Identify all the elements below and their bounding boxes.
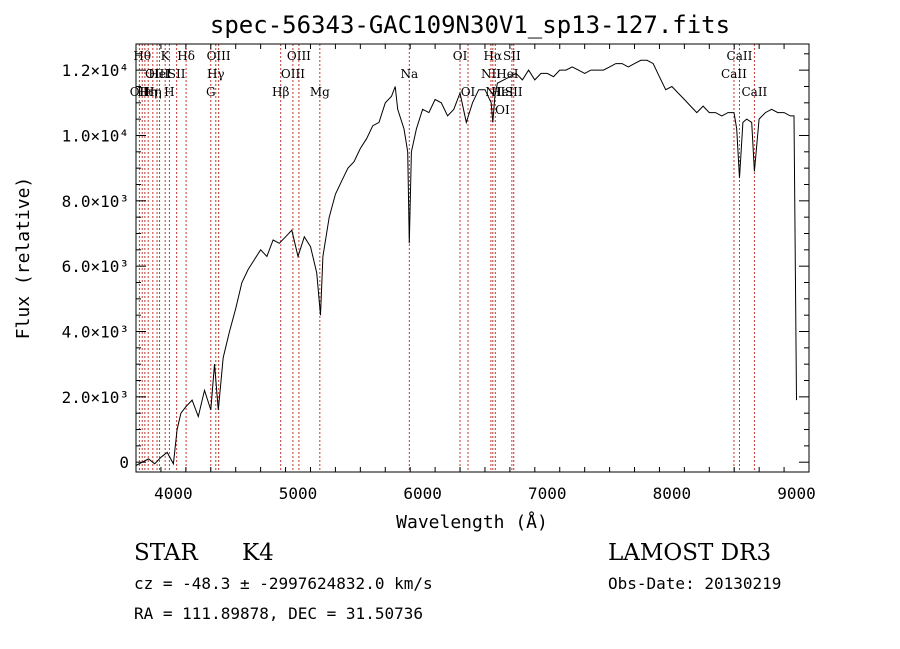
line-label: OIII [281,67,305,81]
y-tick-label: 4.0×10³ [62,323,129,342]
coordinates: RA = 111.89878, DEC = 31.50736 [134,604,423,623]
line-label: OIII [145,67,169,81]
y-axis-label: Flux (relative) [13,177,34,340]
line-label: Hδ [177,49,195,63]
y-axis: 0 2.0×10³ 4.0×10³ 6.0×10³ 8.0×10³ 1.0×10⁴ 1.2×… [62,53,809,472]
line-label: Hβ [272,85,289,99]
x-tick-label: 8000 [653,484,692,503]
line-label: CaII [721,67,747,81]
line-label: OI [461,85,476,99]
line-label: Hη [144,85,162,99]
x-tick-label: 6000 [403,484,442,503]
line-label: HeI [496,67,519,81]
line-label: OI [495,103,510,117]
plot-frame [135,43,810,473]
x-tick-label: 5000 [279,484,318,503]
y-tick-label: 1.2×10⁴ [62,61,129,80]
line-label: OIII [287,49,311,63]
line-label: Mg [310,85,330,99]
line-label: Hθ [133,49,151,63]
line-label: NII [481,67,501,81]
line-label: Hι [137,85,152,99]
line-label: Hγ [207,67,225,81]
line-label: OI [453,49,468,63]
line-label: SII [505,85,523,99]
line-label: CaII [741,85,767,99]
y-tick-label: 1.0×10⁴ [62,126,129,145]
survey-name: LAMOST DR3 [608,540,772,566]
line-label: H [164,85,174,99]
line-labels-group: OIIHθHιHηHηOIIIHeIKHSIIHδGHγOIIIHβOIIIOI… [130,49,768,117]
x-axis-label: Wavelength (Å) [396,511,548,533]
line-label: HeI [148,67,171,81]
y-tick-label: 8.0×10³ [62,192,129,211]
y-tick-label: 2.0×10³ [62,388,129,407]
y-tick-label: 0 [119,453,129,472]
line-label: SII [168,67,186,81]
line-label: Na [400,67,418,81]
line-label: CaII [727,49,753,63]
line-label: OII [130,85,150,99]
obs-date: Obs-Date: 20130219 [608,574,782,593]
line-label: Hα [484,49,503,63]
y-tick-label: 6.0×10³ [62,257,129,276]
line-label: OIII [207,49,231,63]
x-tick-label: 7000 [528,484,567,503]
line-label: G [206,85,216,99]
subclass: K4 [242,540,274,566]
x-tick-label: 4000 [154,484,193,503]
x-tick-label: 9000 [777,484,816,503]
x-axis: 4000 5000 6000 7000 8000 9000 [135,44,816,503]
spectrum-line [135,59,797,466]
line-label: K [161,49,171,63]
object-class: STAR [134,540,198,566]
line-label: Hη [139,85,157,99]
line-markers-group [138,44,755,472]
redshift-info: cz = -48.3 ± -2997624832.0 km/s [134,574,433,593]
line-label: SII [503,49,521,63]
chart-title: spec-56343-GAC109N30V1_sp13-127.fits [210,11,730,39]
